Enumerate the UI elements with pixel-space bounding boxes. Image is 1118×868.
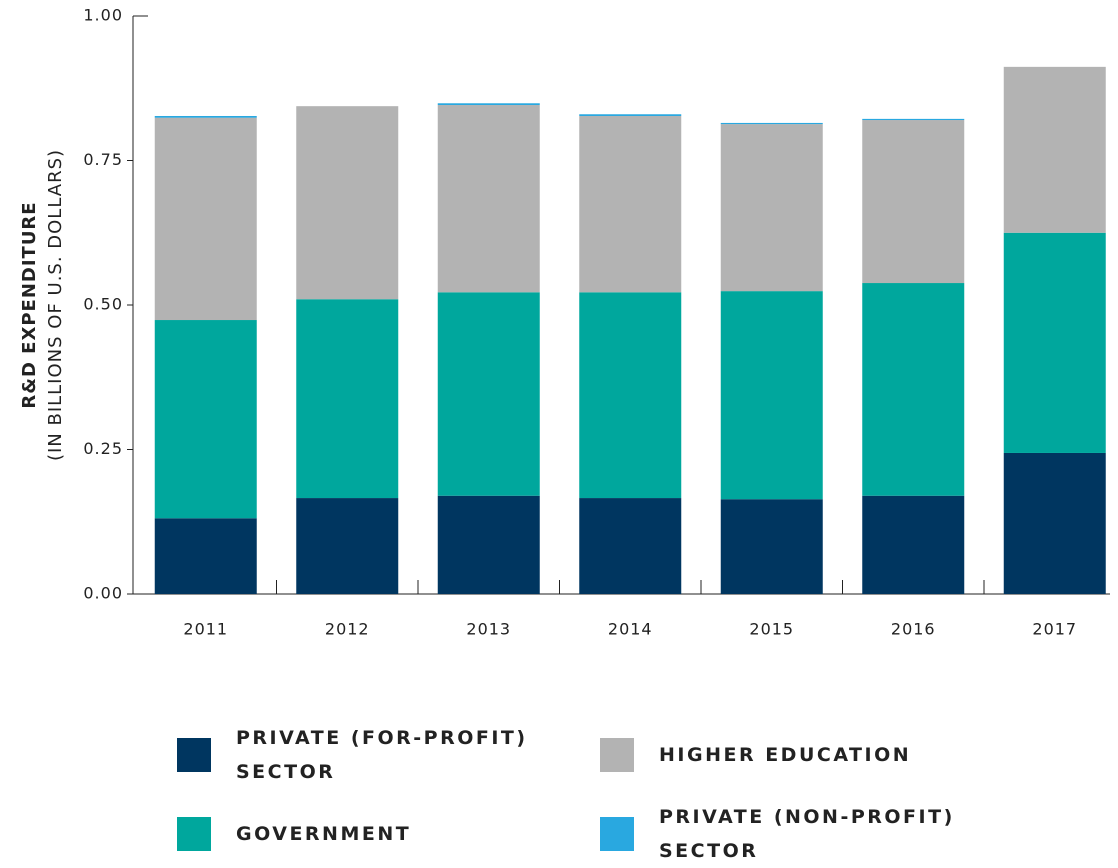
- bar-segment: [579, 498, 682, 594]
- bar-segment: [154, 115, 257, 118]
- bar-segment: [296, 498, 399, 594]
- bar-segment: [154, 320, 257, 519]
- x-tick-label: 2013: [466, 620, 511, 639]
- x-tick-label: 2014: [608, 620, 653, 639]
- chart: R&D EXPENDITURE (IN BILLIONS OF U.S. DOL…: [19, 6, 1110, 639]
- y-axis-sublabel: (IN BILLIONS OF U.S. DOLLARS): [45, 149, 66, 461]
- bar-segment: [862, 118, 965, 121]
- bar-segment: [862, 120, 965, 284]
- bar-segment: [1003, 452, 1106, 594]
- legend-item: HIGHER EDUCATION: [600, 721, 989, 789]
- x-tick-label: 2016: [891, 620, 936, 639]
- bar-segment: [579, 114, 682, 116]
- legend-item: PRIVATE (NON-PROFIT) SECTOR: [600, 800, 989, 868]
- bar-segment: [720, 291, 823, 500]
- bar-segment: [154, 117, 257, 321]
- bar-segment: [720, 122, 823, 125]
- y-tick-label: 0.00: [83, 584, 123, 603]
- bar-segment: [437, 105, 540, 293]
- y-tick-label: 1.00: [83, 6, 123, 25]
- bar-segment: [296, 106, 399, 300]
- x-tick-label: 2011: [183, 620, 228, 639]
- bar-segment: [862, 495, 965, 594]
- bar-segment: [154, 518, 257, 594]
- x-tick-label: 2017: [1032, 620, 1077, 639]
- bar-segment: [720, 499, 823, 594]
- legend-item: GOVERNMENT: [177, 800, 566, 868]
- legend-swatch: [600, 738, 634, 772]
- bar-segment: [579, 115, 682, 293]
- legend-item: PRIVATE (FOR-PROFIT) SECTOR: [177, 721, 566, 789]
- legend-swatch: [177, 738, 211, 772]
- bar-segment: [862, 283, 965, 496]
- legend-swatch: [177, 817, 211, 851]
- x-tick-label: 2012: [325, 620, 370, 639]
- y-axis-label: R&D EXPENDITURE: [19, 201, 40, 408]
- bar-segment: [437, 103, 540, 106]
- bar-segment: [1003, 66, 1106, 233]
- legend-label: GOVERNMENT: [236, 823, 412, 845]
- bar-segment: [1003, 232, 1106, 453]
- legend-label: PRIVATE (NON-PROFIT) SECTOR: [659, 806, 955, 862]
- y-tick-label: 0.25: [83, 439, 123, 458]
- y-tick-label: 0.50: [83, 295, 123, 314]
- bar-segment: [437, 292, 540, 496]
- bar-segment: [720, 124, 823, 292]
- legend-swatch: [600, 817, 634, 851]
- x-tick-label: 2015: [749, 620, 794, 639]
- bar-segment: [296, 299, 399, 499]
- legend-label: HIGHER EDUCATION: [659, 744, 912, 766]
- y-tick-label: 0.75: [83, 150, 123, 169]
- bar-segment: [437, 495, 540, 594]
- legend-label: PRIVATE (FOR-PROFIT) SECTOR: [236, 727, 528, 783]
- bar-segment: [579, 292, 682, 499]
